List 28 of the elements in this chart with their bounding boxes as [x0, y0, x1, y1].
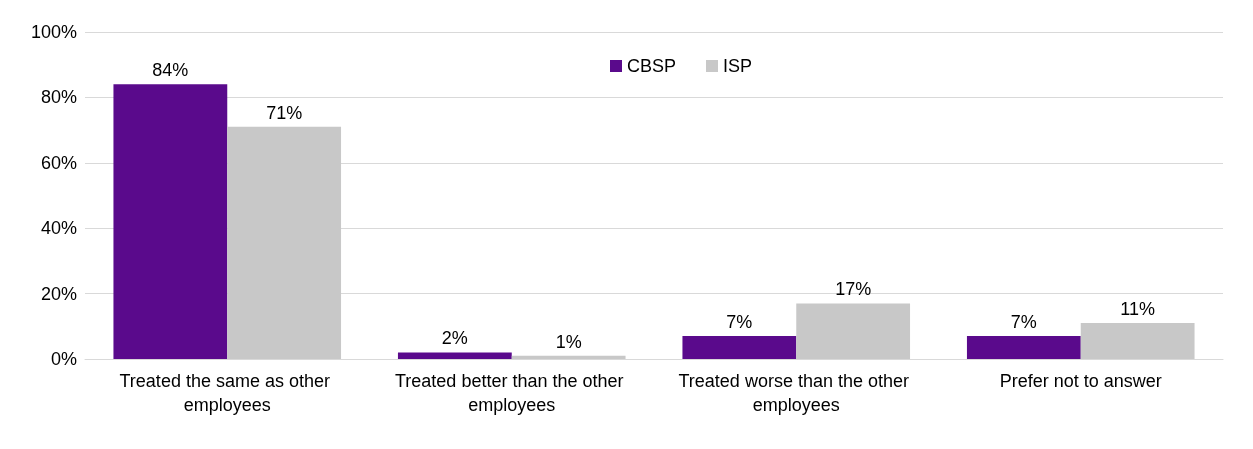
legend-label: ISP: [723, 56, 753, 76]
x-tick-label: Treated better than the other employees: [395, 371, 629, 415]
bar: [511, 355, 626, 359]
x-tick-label: Prefer not to answer: [999, 371, 1162, 391]
y-tick-label: 0%: [50, 349, 77, 369]
bar: [397, 352, 512, 359]
bar: [796, 303, 911, 359]
data-label: 71%: [266, 102, 303, 123]
bar: [1080, 323, 1195, 359]
y-tick-label: 60%: [40, 152, 77, 173]
y-tick-label: 80%: [40, 87, 77, 108]
y-tick-label: 20%: [40, 283, 77, 304]
bar: [682, 336, 797, 359]
data-label: 7%: [726, 312, 753, 333]
data-label: 17%: [835, 279, 872, 300]
x-tick-label: Treated worse than the other employees: [678, 371, 914, 415]
y-tick-label: 40%: [40, 218, 77, 239]
data-label: 11%: [1120, 299, 1155, 320]
data-label: 7%: [1010, 312, 1037, 333]
legend-label: CBSP: [627, 56, 677, 76]
x-tick-label: Treated the same as other employees: [119, 371, 335, 415]
data-label: 2%: [441, 328, 468, 349]
data-label: 84%: [152, 60, 189, 81]
bar: [113, 84, 228, 359]
bar: [227, 126, 342, 359]
bar: [966, 336, 1081, 359]
y-tick-label: 100%: [30, 22, 77, 42]
data-label: 1%: [555, 331, 582, 352]
